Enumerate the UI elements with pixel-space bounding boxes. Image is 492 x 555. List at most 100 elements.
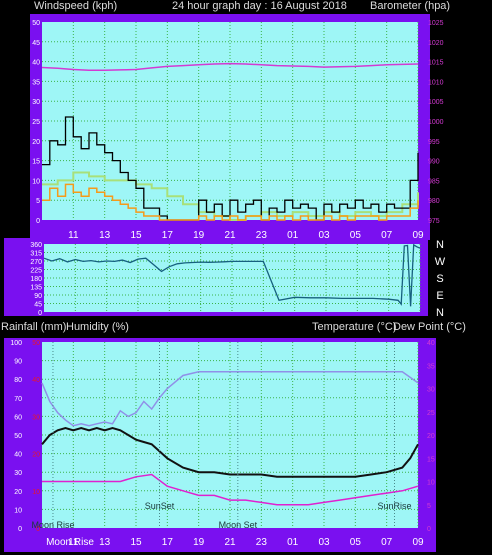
- compass-label: E: [436, 290, 443, 302]
- barometer-header: Barometer (hpa): [370, 0, 451, 12]
- moonrise-marker-label: Moon Rise: [31, 520, 74, 530]
- humidity-y-tick: 80: [14, 377, 22, 384]
- moonset-marker-label: Moon Set: [219, 520, 258, 530]
- wind-y-tick: 0: [36, 218, 40, 225]
- temp-x-tick: 21: [224, 537, 236, 548]
- temp-y-tick: 5: [427, 503, 431, 510]
- wind-x-tick: 11: [68, 230, 79, 241]
- direction-y-tick: 180: [30, 276, 42, 283]
- wind-barometer-chart: 11 13 15 17 19 21 23 01 03 05 07 090510152025303540…: [30, 14, 444, 241]
- baro-y-tick: 1020: [428, 40, 444, 47]
- wind-y-tick: 5: [36, 198, 40, 205]
- humidity-y-tick: 20: [14, 489, 22, 496]
- wind-x-tick: 19: [193, 230, 205, 241]
- temp-x-tick: 19: [193, 537, 205, 548]
- temp-x-tick: 15: [130, 537, 142, 548]
- wind-y-tick: 25: [32, 119, 40, 126]
- temp-x-tick: 05: [350, 537, 362, 548]
- dewpoint-series: [42, 473, 419, 506]
- temp-y-tick: 15: [427, 456, 435, 463]
- direction-y-tick: 135: [30, 285, 42, 292]
- rainfall-header: Rainfall (mm): [1, 321, 67, 333]
- rain-y-tick: 50: [32, 340, 40, 347]
- temp-x-tick: 17: [162, 537, 174, 548]
- baro-y-tick: 1005: [428, 99, 444, 106]
- temp-x-tick: 11: [68, 537, 79, 548]
- direction-y-tick: 0: [38, 310, 42, 317]
- temp-x-tick: 07: [381, 537, 393, 548]
- sunset-marker-label: SunSet: [145, 501, 175, 511]
- baro-y-tick: 1025: [428, 20, 444, 27]
- temp-x-tick: 03: [318, 537, 330, 548]
- humidity-y-tick: 70: [14, 396, 22, 403]
- wind-y-tick: 50: [32, 20, 40, 27]
- wind-x-tick: 17: [162, 230, 174, 241]
- wind-y-tick: 20: [32, 139, 40, 146]
- wind-x-tick: 21: [224, 230, 236, 241]
- humidity-y-tick: 50: [14, 433, 22, 440]
- humidity-y-tick: 0: [18, 526, 22, 533]
- wind-y-tick: 10: [32, 178, 40, 185]
- windspeed-header: Windspeed (kph): [34, 0, 118, 12]
- temperature-humidity-chart: 11 13 15 17 19 21 23 01 03 05 07 090102030405060708…: [4, 338, 436, 552]
- humidity-series: [41, 371, 419, 427]
- temp-x-tick: 01: [287, 537, 299, 548]
- baro-y-tick: 1010: [428, 79, 444, 86]
- temp-y-tick: 30: [427, 387, 435, 394]
- compass-label: N: [436, 239, 444, 251]
- baro-y-tick: 975: [428, 218, 440, 225]
- direction-series: [43, 243, 421, 307]
- temp-y-tick: 35: [427, 363, 435, 370]
- wind-y-tick: 35: [32, 79, 40, 86]
- temp-x-tick: 13: [99, 537, 111, 548]
- humidity-y-tick: 40: [14, 452, 22, 459]
- humidity-header: Humidity (%): [66, 321, 129, 333]
- wind-y-tick: 30: [32, 99, 40, 106]
- baro-y-tick: 985: [428, 178, 440, 185]
- wind-y-tick: 15: [32, 159, 40, 166]
- direction-y-tick: 315: [30, 251, 42, 258]
- rain-y-tick: 0: [36, 526, 40, 533]
- humidity-y-tick: 60: [14, 414, 22, 421]
- wind-x-tick: 15: [130, 230, 142, 241]
- temperature-header: Temperature (°C): [312, 321, 397, 333]
- wind-y-tick: 40: [32, 60, 40, 67]
- direction-y-tick: 225: [30, 268, 42, 275]
- humidity-y-tick: 90: [14, 359, 22, 366]
- rain-y-tick: 30: [32, 414, 40, 421]
- dewpoint-header: Dew Point (°C): [393, 321, 466, 333]
- temp-x-tick: 09: [412, 537, 424, 548]
- temp-y-tick: 25: [427, 410, 435, 417]
- direction-y-tick: 45: [34, 302, 42, 309]
- baro-y-tick: 995: [428, 139, 440, 146]
- humidity-y-tick: 10: [14, 507, 22, 514]
- compass-label: N: [436, 307, 444, 318]
- rain-y-tick: 10: [32, 489, 40, 496]
- sunrise-marker-label: SunRise: [377, 501, 411, 511]
- wind-x-tick: 01: [287, 230, 299, 241]
- rain-y-tick: 40: [32, 377, 40, 384]
- barometer-series: [41, 62, 419, 72]
- wind-y-tick: 45: [32, 40, 40, 47]
- temp-y-tick: 10: [427, 480, 435, 487]
- wind-x-tick: 09: [412, 230, 424, 241]
- baro-y-tick: 1015: [428, 60, 444, 67]
- temp-y-tick: 40: [427, 340, 435, 347]
- moonrise-axis-label: Moon Rise: [46, 537, 94, 548]
- wind-x-tick: 05: [350, 230, 362, 241]
- humidity-y-tick: 30: [14, 470, 22, 477]
- wind-x-tick: 07: [381, 230, 393, 241]
- direction-y-tick: 360: [30, 242, 42, 249]
- baro-y-tick: 990: [428, 159, 440, 166]
- temp-x-tick: 23: [256, 537, 268, 548]
- compass-label: S: [436, 273, 443, 285]
- temp-y-tick: 20: [427, 433, 435, 440]
- wind-gust-series: [42, 116, 419, 221]
- baro-y-tick: 980: [428, 198, 440, 205]
- wind-x-tick: 23: [256, 230, 268, 241]
- direction-y-tick: 270: [30, 259, 42, 266]
- graph-title: 24 hour graph day : 16 August 2018: [172, 0, 347, 12]
- direction-y-tick: 90: [34, 293, 42, 300]
